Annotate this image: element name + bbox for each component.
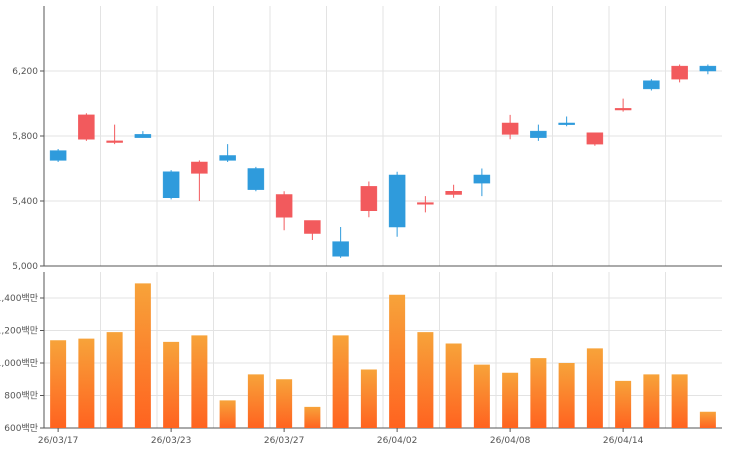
x-axis: 26/03/17 26/03/23 26/03/27 26/04/02 26/04/08… bbox=[38, 428, 644, 446]
volume-bar bbox=[163, 341, 180, 428]
volume-bar bbox=[50, 340, 67, 428]
candle-body bbox=[247, 168, 265, 190]
volume-bar bbox=[530, 358, 547, 428]
volume-bar bbox=[134, 283, 151, 428]
volume-bar bbox=[360, 369, 377, 428]
volume-bar bbox=[558, 363, 575, 428]
candle-body bbox=[671, 65, 688, 80]
candle-body bbox=[586, 132, 604, 145]
volume-bar bbox=[276, 379, 293, 428]
volume-bar bbox=[332, 335, 349, 428]
volume-panel: 600백만 800백만 1,000백만 1,200백만 1,400백만 bbox=[0, 272, 722, 434]
volume-bar bbox=[643, 374, 660, 428]
volume-bar bbox=[473, 364, 490, 428]
x-tick-label: 26/04/08 bbox=[490, 436, 531, 446]
volume-bar bbox=[445, 343, 462, 428]
candle-body bbox=[501, 122, 519, 135]
x-tick-label: 26/04/02 bbox=[377, 436, 417, 446]
volume-tick-label: 600백만 bbox=[4, 423, 38, 434]
volume-bar bbox=[586, 348, 603, 428]
x-tick-label: 26/04/14 bbox=[603, 436, 644, 446]
candle-body bbox=[445, 191, 462, 195]
volume-tick-label: 1,200백만 bbox=[0, 326, 38, 337]
volume-tick-label: 1,400백만 bbox=[0, 293, 38, 304]
price-tick-label: 6,200 bbox=[12, 67, 38, 77]
candle-body bbox=[417, 202, 434, 205]
volume-bar bbox=[304, 406, 321, 428]
volume-bar bbox=[389, 294, 406, 428]
candle-body bbox=[530, 130, 547, 138]
x-tick-label: 26/03/23 bbox=[151, 436, 191, 446]
volume-bar bbox=[615, 380, 632, 428]
volume-bar bbox=[191, 335, 208, 428]
volume-bar bbox=[699, 411, 716, 428]
volume-bar bbox=[106, 332, 123, 428]
candle-body bbox=[699, 65, 717, 72]
price-tick-label: 5,800 bbox=[12, 132, 38, 142]
candle-body bbox=[473, 174, 491, 184]
volume-tick-label: 800백만 bbox=[4, 391, 38, 402]
volume-bar bbox=[78, 338, 95, 428]
candle-body bbox=[106, 140, 123, 143]
volume-bar bbox=[671, 374, 688, 428]
volume-bar bbox=[219, 400, 236, 428]
candle-body bbox=[388, 174, 406, 228]
volume-bar bbox=[502, 372, 519, 428]
volume-bar bbox=[417, 332, 434, 428]
candle-body bbox=[332, 241, 349, 257]
candle-body bbox=[49, 150, 67, 161]
candle-body bbox=[558, 122, 575, 125]
candle-body bbox=[643, 80, 660, 90]
candle-body bbox=[360, 186, 378, 211]
x-tick-label: 26/03/27 bbox=[264, 436, 304, 446]
price-panel: 5,000 5,400 5,800 6,200 bbox=[12, 6, 722, 272]
volume-tick-label: 1,000백만 bbox=[0, 358, 38, 369]
price-tick-label: 5,000 bbox=[12, 262, 38, 272]
candle-body bbox=[275, 194, 293, 218]
candle-body bbox=[162, 171, 180, 198]
x-tick-label: 26/03/17 bbox=[38, 436, 78, 446]
candle-body bbox=[614, 108, 632, 111]
price-tick-label: 5,400 bbox=[12, 197, 38, 207]
candle-body bbox=[78, 114, 95, 140]
volume-bar bbox=[247, 374, 264, 428]
candle-body bbox=[191, 161, 208, 174]
candle-body bbox=[304, 220, 321, 234]
candle-body bbox=[219, 155, 236, 161]
candle-body bbox=[134, 134, 152, 138]
